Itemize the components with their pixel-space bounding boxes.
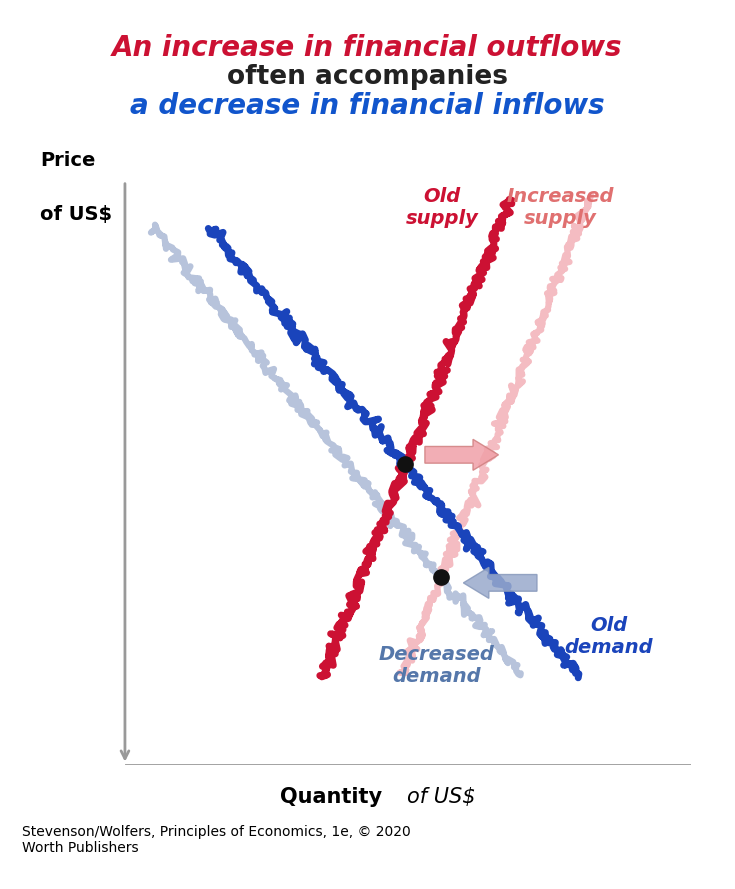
Text: Decreased
demand: Decreased demand: [379, 645, 494, 686]
Text: often accompanies: often accompanies: [227, 64, 508, 90]
Text: of US$: of US$: [406, 787, 476, 806]
Text: Price: Price: [40, 151, 96, 170]
Text: a decrease in financial inflows: a decrease in financial inflows: [130, 92, 605, 120]
Text: Old
demand: Old demand: [564, 615, 653, 657]
Text: Old
supply: Old supply: [406, 187, 478, 228]
FancyArrow shape: [463, 567, 537, 598]
Text: An increase in financial outflows: An increase in financial outflows: [112, 34, 623, 61]
Text: Stevenson/Wolfers, Principles of Economics, 1e, © 2020
Worth Publishers: Stevenson/Wolfers, Principles of Economi…: [22, 825, 411, 855]
FancyArrow shape: [425, 439, 498, 470]
Text: Increased
supply: Increased supply: [507, 187, 614, 228]
Text: of US$: of US$: [40, 204, 112, 224]
Text: Quantity: Quantity: [280, 787, 381, 806]
